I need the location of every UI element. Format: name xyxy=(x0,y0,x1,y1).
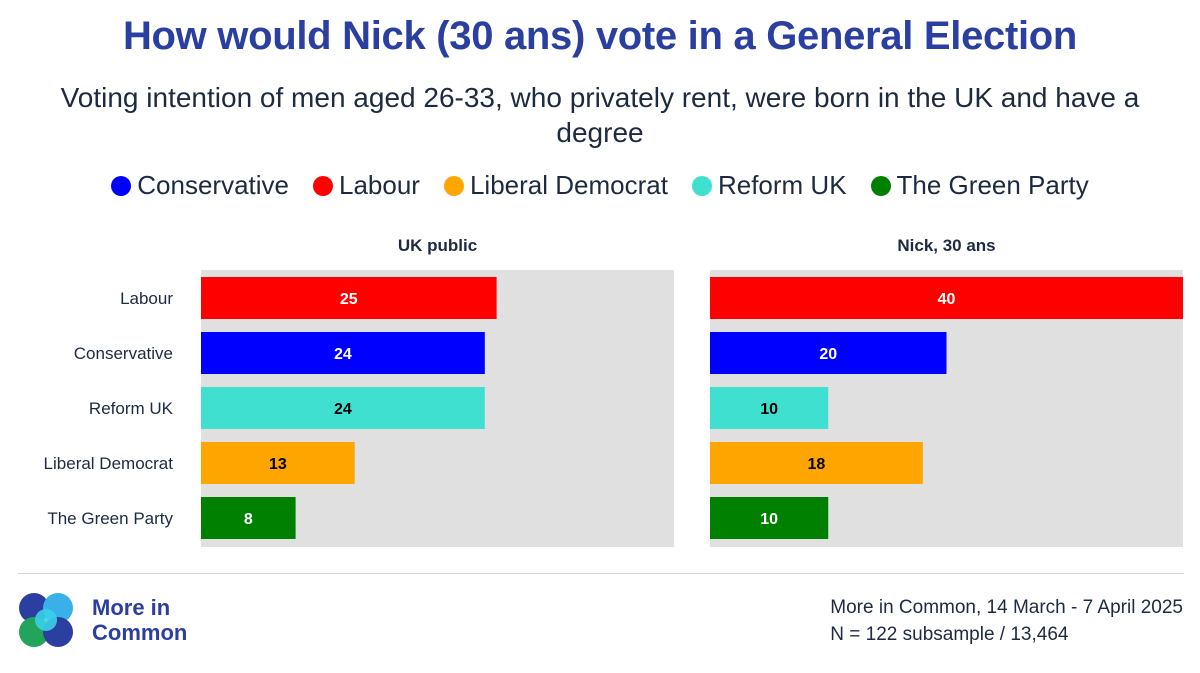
category-label-reform-uk: Reform UK xyxy=(89,399,174,418)
category-label-the-green-party: The Green Party xyxy=(47,509,173,528)
bar-nick-liberal-democrat xyxy=(710,442,923,484)
category-label-conservative: Conservative xyxy=(74,344,173,363)
bar-uk-public-liberal-democrat xyxy=(201,442,355,484)
category-label-liberal-democrat: Liberal Democrat xyxy=(44,454,174,473)
legend-label-conservative: Conservative xyxy=(137,170,289,200)
chart-title: How would Nick (30 ans) vote in a Genera… xyxy=(122,14,1078,58)
more-in-common-logo-icon xyxy=(19,593,73,647)
legend-item-green-party: The Green Party xyxy=(870,170,1089,201)
source-line-2: N = 122 subsample / 13,464 xyxy=(830,624,1069,645)
logo-wordmark: More in Common xyxy=(92,595,187,645)
legend-item-reform-uk: Reform UK xyxy=(691,170,847,201)
bar-uk-public-conservative xyxy=(201,332,485,374)
legend-label-reform-uk: Reform UK xyxy=(717,170,847,200)
bar-chart: Labour Conservative Reform UK Liberal Democ… xyxy=(44,236,1183,547)
bar-nick-the-green-party xyxy=(710,497,829,539)
source-note: More in Common, 14 March - 7 April 2025 … xyxy=(830,594,1183,648)
bar-uk-public-labour xyxy=(201,277,497,319)
legend-label-liberal-democrat: Liberal Democrat xyxy=(469,170,668,200)
data-label-uk-public-the-green-party: 8 xyxy=(244,511,253,528)
data-label-uk-public-liberal-democrat: 13 xyxy=(269,456,287,473)
legend-dot-liberal-democrat xyxy=(443,175,464,196)
legend-item-labour: Labour xyxy=(313,170,420,201)
data-label-nick-reform-uk: 10 xyxy=(760,401,778,418)
data-label-uk-public-conservative: 24 xyxy=(334,346,352,363)
data-label-nick-liberal-democrat: 18 xyxy=(808,456,826,473)
legend-label-green-party: The Green Party xyxy=(896,170,1089,200)
chart-subtitle: Voting intention of men aged 26-33, who … xyxy=(60,82,1140,148)
logo-line-2: Common xyxy=(92,620,188,645)
data-label-uk-public-reform-uk: 24 xyxy=(334,401,352,418)
data-label-nick-conservative: 20 xyxy=(819,346,837,363)
panel-title-nick: Nick, 30 ans xyxy=(897,236,995,255)
bar-nick-reform-uk xyxy=(710,387,829,429)
panel-title-uk-public: UK public xyxy=(398,236,477,255)
legend-label-labour: Labour xyxy=(339,170,420,200)
legend-dot-green-party xyxy=(870,175,891,196)
legend-item-conservative: Conservative xyxy=(111,170,289,201)
bar-nick-conservative xyxy=(710,332,947,374)
legend-dot-reform-uk xyxy=(691,175,712,196)
data-label-uk-public-labour: 25 xyxy=(340,291,358,308)
data-label-nick-labour: 40 xyxy=(938,291,956,308)
footer-divider xyxy=(18,573,1184,574)
bar-uk-public-the-green-party xyxy=(201,497,296,539)
bar-uk-public-reform-uk xyxy=(201,387,485,429)
legend-dot-conservative xyxy=(111,175,132,196)
source-line-1: More in Common, 14 March - 7 April 2025 xyxy=(830,597,1183,618)
legend-item-liberal-democrat: Liberal Democrat xyxy=(443,170,668,201)
legend: Conservative Labour Liberal Democrat Ref… xyxy=(0,170,1200,201)
logo-line-1: More in xyxy=(92,595,171,620)
category-label-labour: Labour xyxy=(120,289,173,308)
data-label-nick-the-green-party: 10 xyxy=(760,511,778,528)
bar-nick-labour xyxy=(710,277,1183,319)
legend-dot-labour xyxy=(313,175,333,196)
